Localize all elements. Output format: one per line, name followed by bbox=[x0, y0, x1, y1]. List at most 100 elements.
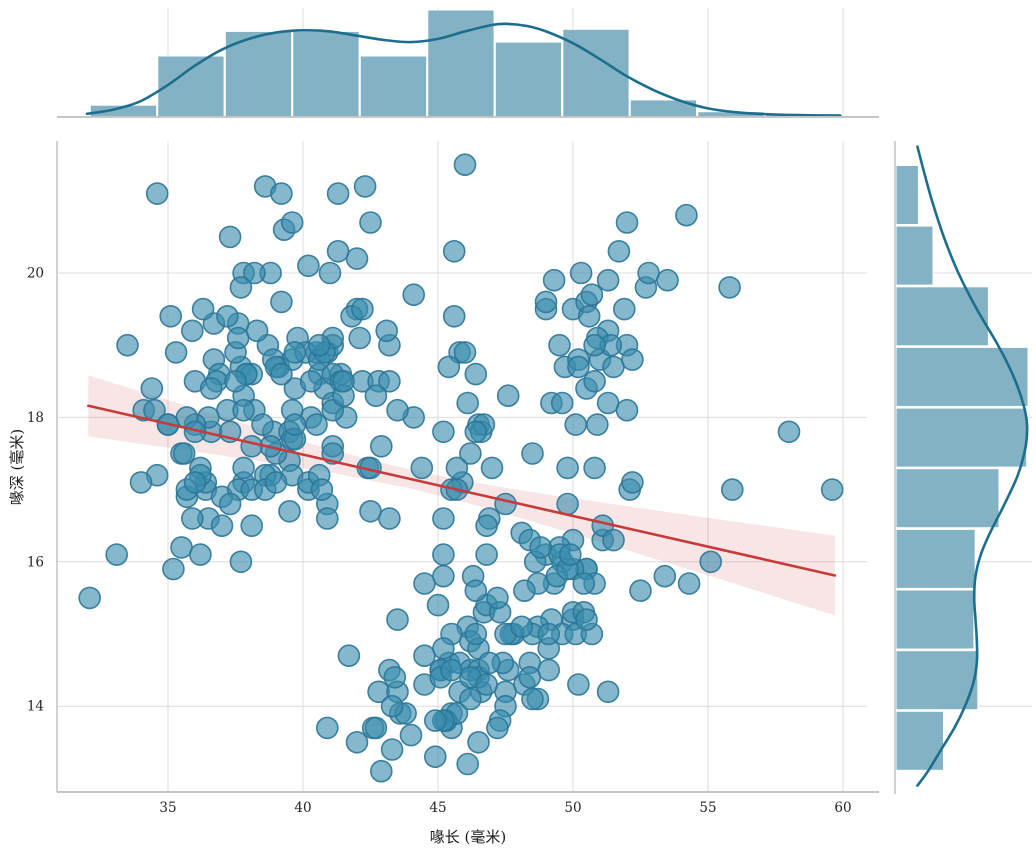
scatter-point bbox=[432, 543, 455, 566]
scatter-point bbox=[423, 745, 447, 769]
scatter-point bbox=[345, 730, 369, 754]
scatter-point bbox=[191, 297, 215, 321]
scatter-point bbox=[140, 377, 164, 400]
scatter-point bbox=[399, 723, 423, 747]
scatter-point bbox=[464, 362, 488, 386]
right-kde-curve bbox=[916, 145, 1029, 787]
scatter-point bbox=[475, 543, 498, 566]
scatter-point bbox=[477, 651, 501, 675]
right-marginal-plot bbox=[894, 141, 1032, 794]
scatter-point bbox=[283, 341, 307, 364]
scatter-point bbox=[486, 586, 509, 610]
scatter-point bbox=[78, 586, 101, 610]
scatter-point bbox=[612, 297, 636, 321]
top-kde-curve bbox=[85, 22, 842, 117]
scatter-point bbox=[529, 536, 552, 559]
scatter-point bbox=[345, 247, 369, 270]
x-axis-label: 喙长 (毫米) bbox=[430, 828, 506, 846]
scatter-point bbox=[218, 492, 242, 516]
scatter-point bbox=[183, 471, 207, 494]
scatter-point bbox=[380, 694, 404, 718]
right-histogram-bar bbox=[895, 468, 1000, 529]
scatter-point bbox=[556, 456, 579, 480]
scatter-point bbox=[637, 261, 660, 285]
scatter-point bbox=[677, 572, 701, 595]
scatter-point bbox=[229, 276, 253, 299]
scatter-point bbox=[318, 261, 342, 285]
scatter-point bbox=[232, 456, 255, 480]
right-histogram-bar bbox=[895, 165, 919, 225]
y-tick-label: 20 bbox=[27, 266, 44, 282]
scatter-point bbox=[583, 456, 606, 480]
scatter-point bbox=[380, 738, 404, 761]
scatter-point bbox=[521, 687, 544, 711]
scatter-point bbox=[162, 557, 185, 581]
scatter-point bbox=[280, 211, 304, 234]
scatter-point bbox=[567, 355, 590, 379]
scatter-point bbox=[494, 492, 517, 516]
scatter-point bbox=[378, 369, 401, 393]
scatter-point bbox=[456, 391, 480, 415]
top-marginal-plot bbox=[57, 8, 879, 118]
scatter-point bbox=[189, 543, 212, 566]
y-axis-label: 喙深 (毫米) bbox=[8, 429, 26, 505]
regression-line bbox=[87, 404, 837, 577]
scatter-point bbox=[129, 471, 153, 494]
scatter-point bbox=[348, 326, 372, 350]
right-histogram-bar bbox=[895, 286, 989, 347]
top-histogram-bar bbox=[224, 30, 293, 118]
scatter-point bbox=[245, 319, 269, 343]
scatter-point bbox=[210, 514, 234, 538]
scatter-point bbox=[105, 543, 128, 566]
scatter-point bbox=[321, 442, 345, 465]
scatter-point bbox=[170, 536, 193, 559]
scatter-point bbox=[699, 550, 723, 574]
scatter-point bbox=[278, 499, 301, 523]
scatter-point bbox=[607, 240, 631, 263]
scatter-point bbox=[596, 268, 620, 292]
scatter-point bbox=[480, 456, 504, 480]
scatter-point bbox=[564, 413, 588, 436]
scatter-point bbox=[596, 680, 620, 704]
scatter-point bbox=[534, 290, 558, 314]
scatter-point bbox=[229, 550, 253, 574]
scatter-point bbox=[251, 413, 274, 436]
scatter-point bbox=[337, 644, 361, 668]
scatter-point bbox=[820, 478, 844, 501]
scatter-point bbox=[426, 593, 450, 617]
scatter-point bbox=[577, 304, 601, 328]
scatter-point bbox=[675, 203, 698, 227]
scatter-point bbox=[315, 716, 339, 740]
scatter-point bbox=[513, 579, 536, 603]
x-tick-label: 45 bbox=[429, 800, 446, 816]
scatter-point bbox=[410, 456, 434, 480]
scatter-point bbox=[413, 644, 436, 668]
scatter-point bbox=[386, 608, 409, 631]
scatter-point bbox=[621, 348, 644, 371]
scatter-point bbox=[369, 434, 393, 458]
right-histogram-bar bbox=[895, 528, 976, 589]
scatter-point bbox=[353, 175, 377, 198]
scatter-point bbox=[615, 211, 639, 234]
scatter-point bbox=[615, 398, 639, 422]
scatter-point bbox=[518, 665, 542, 689]
y-tick-label: 14 bbox=[27, 699, 44, 715]
scatter-point bbox=[315, 507, 339, 530]
scatter-points-group bbox=[78, 153, 844, 783]
x-tick-label: 60 bbox=[834, 800, 851, 816]
scatter-point bbox=[453, 341, 477, 364]
scatter-point bbox=[299, 369, 323, 393]
scatter-point bbox=[486, 716, 509, 740]
scatter-point bbox=[369, 759, 393, 783]
scatter-point bbox=[548, 333, 571, 357]
scatter-point bbox=[145, 182, 169, 205]
scatter-point bbox=[243, 261, 266, 285]
scatter-point bbox=[621, 471, 644, 494]
right-histogram-bar bbox=[895, 225, 934, 286]
main-scatter-plot bbox=[56, 141, 879, 793]
x-axis-tick-labels: 35 40 45 50 55 60 bbox=[159, 800, 851, 816]
scatter-point bbox=[164, 341, 188, 364]
scatter-point bbox=[378, 507, 401, 530]
